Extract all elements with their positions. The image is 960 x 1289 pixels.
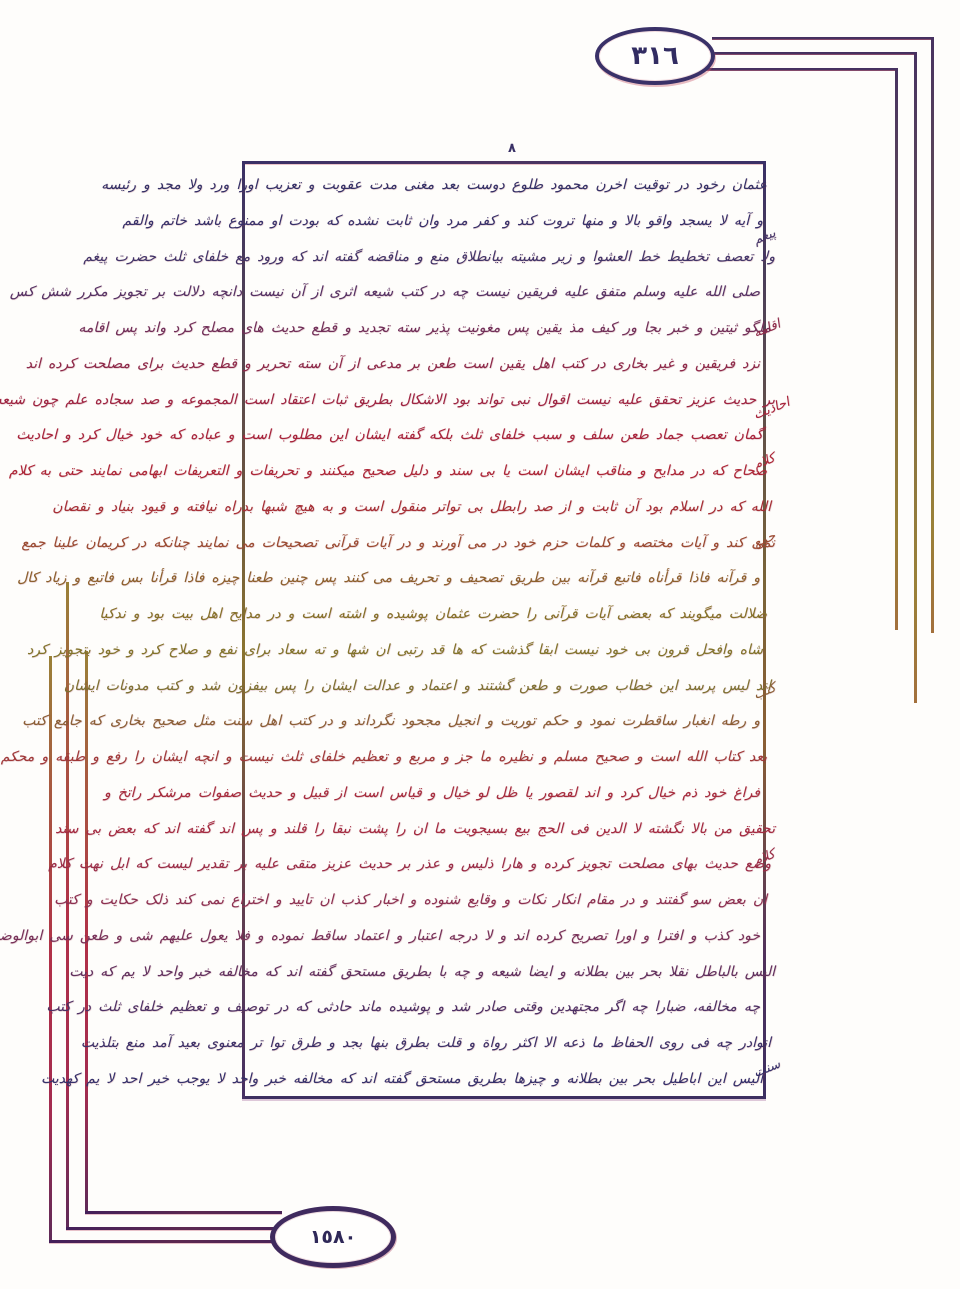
- manuscript-line: انوادر چه فی روی الحفاظ ما ذعه الا اکثر …: [80, 1035, 771, 1051]
- page-number-top: ٣١٦: [631, 41, 679, 71]
- manuscript-line: گمان تعصب جماد طعن سلف و سبب خلفای ثلث ب…: [16, 427, 763, 444]
- manuscript-line: و قرآنه فاذا قرأناه فاتبع قرآنه بین طریق…: [17, 570, 760, 587]
- manuscript-line: ولا تعصف تخطیط خط العشوا و زیر مشیته بیا…: [83, 248, 775, 265]
- manuscript-line: فراغ خود ذم خیال کرد و اند لقصور یا ظل ل…: [103, 784, 760, 801]
- manuscript-line: نزد فریقین و غیر بخاری در کتب اهل یقین ا…: [25, 355, 760, 372]
- manuscript-line: اند لیس پرسد این خطاب صورت و طعن گشتند و…: [63, 677, 771, 694]
- corner-rule-bottom-middle: [66, 1227, 280, 1230]
- manuscript-line: صلی الله علیه وسلم متفق علیه فریقین نیست…: [9, 284, 760, 301]
- manuscript-line: الله که در اسلام بود آن ثابت و از صد راب…: [52, 498, 771, 515]
- manuscript-line: و رطه انغبار ساقطرت نمود و حکم توریت و ا…: [22, 713, 760, 730]
- manuscript-line: ان بعض سو گفتند و در مقام انکار نکات و و…: [54, 892, 767, 908]
- page-number-oval-bottom: ١٥٨٠: [270, 1206, 396, 1268]
- page-number-bottom: ١٥٨٠: [309, 1226, 357, 1248]
- corner-rule-top-inner: [702, 68, 898, 71]
- corner-rule-top-outer: [712, 37, 934, 40]
- corner-rule-top-middle: [709, 52, 917, 55]
- text-frame-left-border: [242, 161, 245, 1099]
- text-frame-bottom-border: [242, 1096, 766, 1099]
- manuscript-line: ملگو ثیتین و خبر بجا ور کیف مذ یقین پس م…: [78, 320, 771, 336]
- manuscript-line: شاه وافحل قرون بی خود نیست ابقا گذشت که …: [27, 641, 763, 658]
- corner-rule-right-outer: [931, 37, 934, 633]
- corner-rule-left-outer: [49, 656, 52, 1243]
- manuscript-line: تحقیق من بالا نگشته لا الدین فی الحج بیع…: [55, 820, 775, 837]
- corner-rule-right-inner: [895, 68, 898, 630]
- page-number-oval-top: ٣١٦: [595, 27, 715, 85]
- manuscript-line: خود کذب و افترا و اورا تصریح کرده اند و …: [0, 927, 760, 944]
- manuscript-line: صحاح که در مدایح و مناقب ایشان است یا بی…: [8, 463, 767, 479]
- corner-rule-bottom-outer: [49, 1240, 280, 1243]
- margin-mark: ٨: [508, 141, 516, 156]
- manuscript-line: چه مخالفه، ضبارا چه اگر مجتهدین وقتی صاد…: [46, 999, 760, 1016]
- manuscript-line: الیس این اباطیل بحر بین بطلانه و چیزها ب…: [40, 1070, 763, 1087]
- manuscript-line: و آیه لا یسجد واقو بالا و منها تروت کند …: [122, 212, 763, 229]
- corner-rule-left-inner: [85, 651, 88, 1214]
- text-frame-right-border: [763, 161, 766, 1099]
- manuscript-line: وضع حدیث بهای مصلحت تجویز کرده و هارا ذل…: [48, 856, 771, 873]
- manuscript-line: بعد کتاب الله است و صحیح مسلم و نظیره ما…: [0, 749, 767, 765]
- corner-rule-right-middle: [914, 52, 917, 703]
- corner-rule-bottom-inner: [85, 1211, 282, 1214]
- corner-rule-left-middle: [66, 582, 69, 1230]
- manuscript-line: نمی کند و آیات مختصه و کلمات حزم خود در …: [21, 534, 775, 551]
- text-frame-top-border: [242, 161, 766, 164]
- manuscript-line: عثمان رخود در توقیت اخرن محمود طلوع دوست…: [101, 177, 767, 193]
- manuscript-line: بر حدیث عزیز تحقق علیه نیست اقوال نبی تو…: [0, 391, 775, 408]
- manuscript-line: ضلالت میگویند که بعضی آیات قرآنی را حضرت…: [99, 606, 767, 622]
- manuscript-line: الیس بالباطل نقلا بحر بین بطلانه و ایضا …: [69, 963, 775, 980]
- manuscript-text-block: عثمان رخود در توقیت اخرن محمود طلوع دوست…: [0, 167, 775, 1097]
